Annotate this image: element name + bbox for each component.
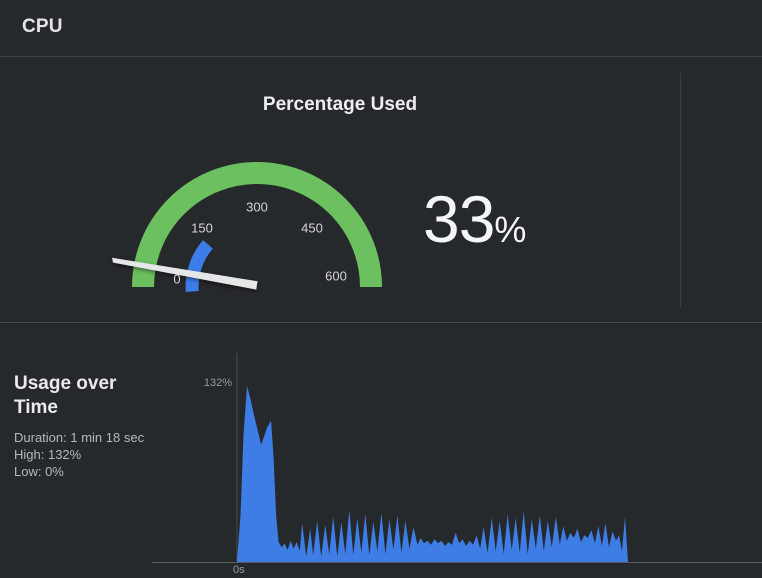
gauge-tick-label: 150	[191, 220, 213, 236]
cpu-percentage-number: 33	[423, 182, 495, 256]
gauge-range-arc	[185, 240, 213, 292]
usage-area-series	[237, 386, 628, 562]
chart-y-max-label: 132%	[203, 377, 232, 389]
header-divider	[0, 56, 762, 57]
gauge-tick-label: 600	[325, 268, 347, 284]
gauge-panel-title: Percentage Used	[262, 94, 418, 115]
cpu-gauge	[112, 162, 382, 292]
usage-high: High: 132%	[14, 446, 82, 462]
gauge-tick-label: 300	[246, 199, 268, 215]
chart-x-origin-label: 0s	[233, 564, 245, 576]
gauge-needle	[112, 257, 258, 290]
cpu-percentage-value: 33%	[423, 186, 526, 252]
usage-low: Low: 0%	[14, 463, 64, 479]
usage-duration: Duration: 1 min 18 sec	[14, 430, 145, 445]
gauge-tick-label: 0	[173, 271, 181, 287]
gauge-tick-label: 450	[301, 220, 323, 236]
panel-separator	[680, 73, 681, 307]
cpu-percentage-unit: %	[494, 209, 527, 250]
usage-stats: Duration: 1 min 18 sec High: 132% Low: 0…	[14, 430, 214, 481]
section-divider	[0, 322, 762, 323]
usage-over-time-chart[interactable]	[0, 323, 762, 578]
page-title: CPU	[22, 16, 63, 37]
gauge-scale-arc	[132, 162, 382, 288]
usage-over-time-title: Usage over Time	[14, 373, 117, 418]
